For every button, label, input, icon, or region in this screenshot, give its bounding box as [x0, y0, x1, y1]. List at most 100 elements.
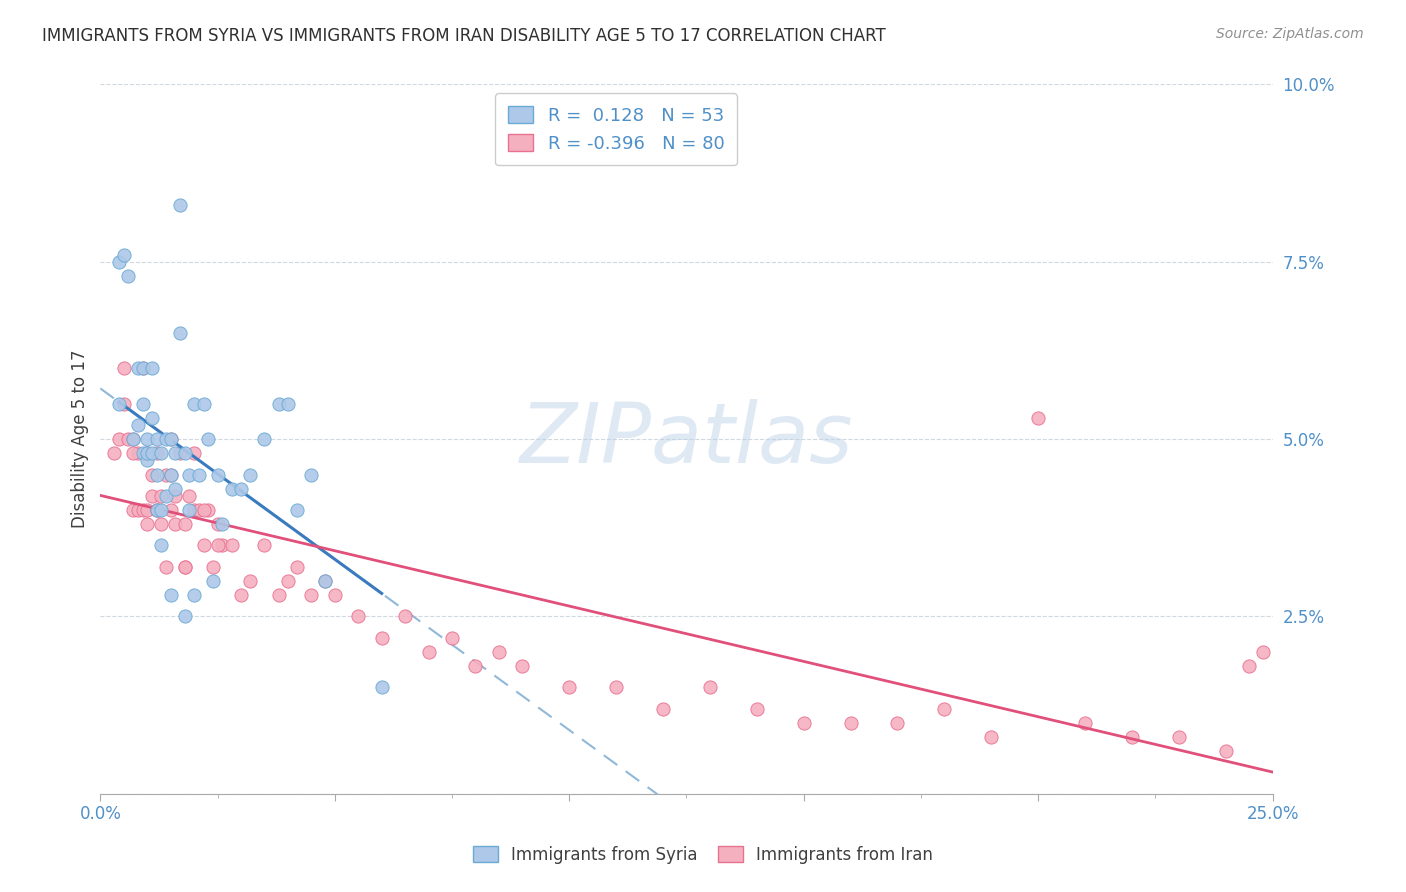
Point [112, 396, 135, 410]
Point [179, 503, 201, 517]
Point [145, 467, 167, 482]
Point [112, 247, 135, 261]
Point [159, 467, 181, 482]
Point [285, 503, 308, 517]
Point [117, 268, 139, 283]
Point [370, 631, 392, 645]
Point [285, 559, 308, 574]
Point [173, 559, 195, 574]
Point [980, 730, 1002, 744]
Point [127, 361, 149, 376]
Point [221, 482, 243, 496]
Point [127, 503, 149, 517]
Point [207, 517, 229, 532]
Point [1121, 730, 1143, 744]
Legend: R =  0.128   N = 53, R = -0.396   N = 80: R = 0.128 N = 53, R = -0.396 N = 80 [495, 94, 737, 165]
Point [155, 559, 177, 574]
Point [183, 503, 205, 517]
Point [267, 588, 290, 602]
Point [122, 446, 145, 460]
Point [159, 467, 181, 482]
Point [183, 588, 205, 602]
Point [1215, 744, 1237, 758]
Point [299, 588, 322, 602]
Point [169, 326, 191, 340]
Point [145, 446, 167, 460]
Point [173, 446, 195, 460]
Point [221, 538, 243, 552]
Point [253, 432, 276, 446]
Point [136, 446, 159, 460]
Point [173, 559, 195, 574]
Point [347, 609, 370, 624]
Point [122, 432, 145, 446]
Point [131, 361, 153, 376]
Point [136, 446, 159, 460]
Point [169, 198, 191, 212]
Point [155, 432, 177, 446]
Point [108, 432, 131, 446]
Point [605, 681, 627, 695]
Point [934, 701, 956, 715]
Point [201, 559, 224, 574]
Point [1251, 645, 1274, 659]
Point [253, 538, 276, 552]
Point [145, 503, 167, 517]
Point [323, 588, 346, 602]
Point [1074, 715, 1097, 730]
Point [187, 467, 209, 482]
Point [299, 467, 322, 482]
Point [131, 396, 153, 410]
Point [155, 489, 177, 503]
Point [159, 503, 181, 517]
Point [159, 432, 181, 446]
Point [370, 681, 392, 695]
Point [745, 701, 768, 715]
Point [197, 503, 219, 517]
Point [179, 489, 201, 503]
Point [150, 517, 173, 532]
Point [488, 645, 510, 659]
Point [394, 609, 416, 624]
Point [131, 446, 153, 460]
Point [173, 517, 195, 532]
Point [136, 517, 159, 532]
Point [145, 503, 167, 517]
Point [886, 715, 908, 730]
Point [418, 645, 440, 659]
Point [211, 538, 233, 552]
Text: ZIPatlas: ZIPatlas [520, 399, 853, 480]
Point [145, 503, 167, 517]
Point [193, 538, 215, 552]
Point [165, 489, 187, 503]
Point [558, 681, 581, 695]
Point [141, 410, 163, 425]
Point [155, 467, 177, 482]
Point [183, 396, 205, 410]
Point [239, 467, 262, 482]
Point [122, 432, 145, 446]
Text: Source: ZipAtlas.com: Source: ZipAtlas.com [1216, 27, 1364, 41]
Point [1237, 659, 1260, 673]
Point [159, 588, 181, 602]
Point [193, 396, 215, 410]
Point [165, 446, 187, 460]
Point [440, 631, 463, 645]
Point [512, 659, 534, 673]
Point [239, 574, 262, 588]
Point [117, 432, 139, 446]
Point [211, 517, 233, 532]
Point [103, 446, 125, 460]
Point [229, 588, 252, 602]
Point [141, 489, 163, 503]
Point [1026, 410, 1049, 425]
Point [699, 681, 721, 695]
Point [136, 503, 159, 517]
Point [314, 574, 336, 588]
Point [793, 715, 815, 730]
Point [150, 538, 173, 552]
Point [277, 396, 299, 410]
Point [464, 659, 486, 673]
Point [122, 503, 145, 517]
Point [197, 432, 219, 446]
